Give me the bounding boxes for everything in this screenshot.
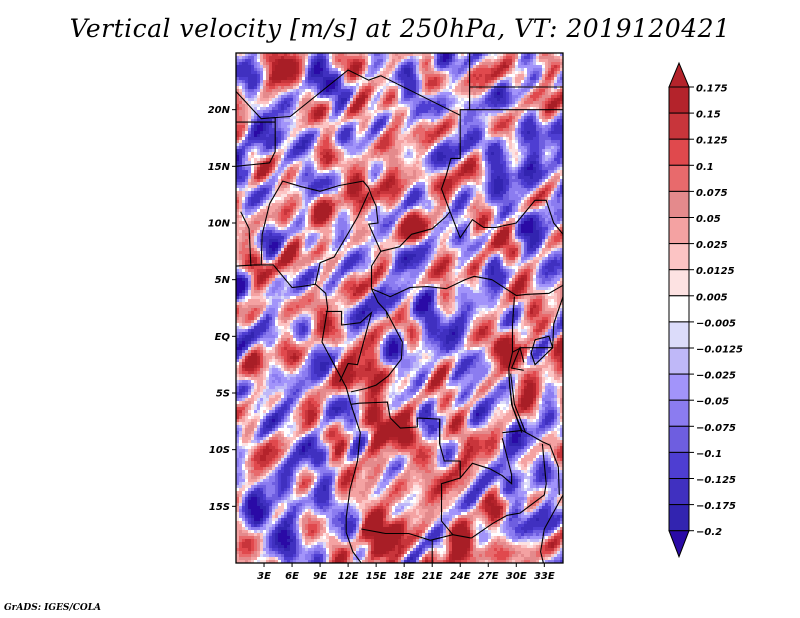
colorbar-label: −0.075 bbox=[696, 423, 736, 434]
colorbar-label: −0.1 bbox=[696, 449, 722, 460]
colorbar-label: −0.125 bbox=[696, 475, 736, 486]
colorbar-label: 0.05 bbox=[696, 214, 721, 225]
border-line bbox=[471, 443, 547, 539]
border-line bbox=[236, 69, 381, 120]
colorbar-bin bbox=[668, 347, 690, 375]
colorbar-label: 0.025 bbox=[696, 240, 728, 251]
colorbar-label: 0.125 bbox=[696, 136, 728, 147]
colorbar-bin bbox=[668, 399, 690, 427]
lon-tick-label: 12E bbox=[338, 571, 359, 582]
map-frame bbox=[235, 52, 564, 564]
colorbar-label: −0.0125 bbox=[696, 345, 743, 356]
colorbar-bin bbox=[668, 190, 690, 218]
latitude-axis: 20N 15N 10N 5N EQ 5S 10S 15S bbox=[208, 105, 236, 513]
colorbar-label: 0.0125 bbox=[696, 266, 735, 277]
border-line bbox=[459, 109, 563, 116]
lat-tick-label: 5N bbox=[215, 275, 231, 286]
border-line bbox=[491, 279, 563, 297]
colorbar-bin bbox=[668, 243, 690, 271]
colorbar-label: 0.15 bbox=[696, 110, 721, 121]
lon-tick-label: 27E bbox=[478, 571, 499, 582]
border-line bbox=[511, 296, 515, 353]
lon-tick-label: 9E bbox=[313, 571, 327, 582]
lon-tick-label: 3E bbox=[257, 571, 271, 582]
colorbar-bin bbox=[668, 504, 690, 532]
colorbar-bin bbox=[668, 164, 690, 192]
lat-tick-label: 5S bbox=[216, 389, 230, 400]
border-line bbox=[371, 275, 493, 298]
lake-tanganyika bbox=[508, 373, 527, 433]
border-line bbox=[350, 401, 513, 485]
border-line bbox=[325, 310, 373, 382]
lon-tick-label: 24E bbox=[450, 571, 471, 582]
colorbar-label: −0.175 bbox=[696, 501, 736, 512]
grads-credit: GrADS: IGES/COLA bbox=[4, 603, 102, 613]
colorbar-bin bbox=[668, 451, 690, 479]
colorbar-bin bbox=[668, 217, 690, 245]
border-line bbox=[350, 311, 403, 393]
colorbar-label: −0.025 bbox=[696, 371, 736, 382]
lon-tick-label: 15E bbox=[366, 571, 387, 582]
colorbar-bin bbox=[668, 321, 690, 349]
velocity-field bbox=[236, 53, 563, 563]
lat-tick-label: EQ bbox=[215, 332, 231, 343]
colorbar-label: 0.075 bbox=[696, 188, 728, 199]
border-line bbox=[530, 335, 554, 366]
border-line bbox=[314, 192, 370, 285]
colorbar-label: −0.2 bbox=[696, 527, 722, 538]
border-line bbox=[361, 528, 472, 541]
colorbar-bin bbox=[668, 478, 690, 506]
lon-tick-label: 18E bbox=[394, 571, 415, 582]
lon-tick-label: 30E bbox=[506, 571, 527, 582]
colorbar-bin bbox=[668, 425, 690, 453]
plot-title: Vertical velocity [m/s] at 250hPa, VT: 2… bbox=[69, 14, 731, 43]
colorbar-bin bbox=[668, 86, 690, 114]
lat-tick-label: 20N bbox=[208, 105, 231, 116]
border-line bbox=[502, 429, 522, 434]
lat-tick-label: 15N bbox=[208, 162, 231, 173]
colorbar-label: −0.05 bbox=[696, 397, 729, 408]
colorbar-label: −0.005 bbox=[696, 318, 736, 329]
border-line bbox=[380, 75, 461, 252]
lon-tick-label: 33E bbox=[534, 571, 555, 582]
border-line bbox=[510, 345, 525, 371]
colorbar-top-arrow bbox=[668, 61, 690, 88]
colorbar: 0.175 0.15 0.125 0.1 0.075 0.05 0.025 0.0125 0.0… bbox=[668, 61, 743, 559]
colorbar-bottom-arrow bbox=[668, 530, 690, 559]
colorbar-bin bbox=[668, 269, 690, 297]
lon-tick-label: 21E bbox=[422, 571, 443, 582]
border-line bbox=[240, 211, 252, 267]
border-line bbox=[449, 199, 563, 239]
border-line bbox=[236, 264, 362, 563]
border-line bbox=[367, 187, 388, 319]
colorbar-bin bbox=[668, 138, 690, 166]
lat-tick-label: 15S bbox=[209, 502, 230, 513]
border-line bbox=[440, 477, 461, 536]
colorbar-label: 0.1 bbox=[696, 162, 714, 173]
colorbar-label: 0.175 bbox=[696, 84, 728, 95]
colorbar-bin bbox=[668, 373, 690, 401]
border-line bbox=[260, 203, 271, 265]
country-borders bbox=[236, 53, 563, 563]
longitude-axis: 3E 6E 9E 12E 15E 18E 21E 24E 27E 30E 33E bbox=[257, 563, 555, 582]
lat-tick-label: 10N bbox=[208, 219, 231, 230]
border-line bbox=[540, 494, 563, 563]
lon-tick-label: 6E bbox=[285, 571, 299, 582]
colorbar-bin bbox=[668, 112, 690, 140]
colorbar-label: 0.005 bbox=[696, 292, 728, 303]
border-line bbox=[236, 117, 276, 167]
colorbar-bin bbox=[668, 295, 690, 323]
lat-tick-label: 10S bbox=[209, 445, 230, 456]
border-line bbox=[269, 180, 370, 204]
